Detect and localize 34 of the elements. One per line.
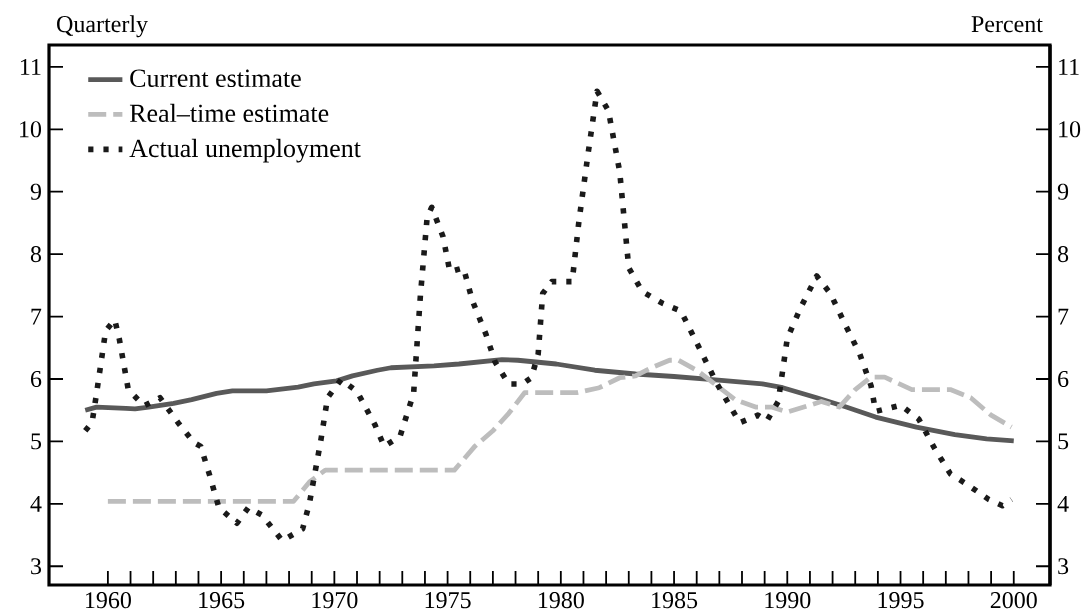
y2-tick-label: 3 (1058, 558, 1069, 575)
y-tick-label: 10 (20, 121, 42, 138)
x-tick-label: 1980 (538, 592, 584, 609)
line-series (105, 357, 1014, 504)
y-tick-label: 5 (31, 433, 42, 450)
y2-tick-label: 9 (1057, 183, 1069, 200)
y2-tick-label: 10 (1059, 121, 1081, 138)
legend-label: Real–time estimate (129, 103, 329, 123)
x-tick-label: 1975 (425, 592, 471, 609)
y2-tick-label: 6 (1058, 370, 1069, 388)
y2-axis-title: Percent (971, 16, 1043, 33)
y-tick-label: 7 (31, 308, 42, 325)
x-tick-label: 1970 (312, 592, 358, 609)
x-tick-label: 1960 (85, 592, 131, 609)
x-tick-label: 1985 (652, 592, 698, 609)
y2-tick-label: 5 (1058, 433, 1069, 450)
x-tick-label: 2000 (990, 592, 1037, 609)
y2-tick-label: 4 (1057, 495, 1069, 512)
y-tick-label: 4 (30, 495, 42, 512)
x-tick-label: 1990 (765, 592, 811, 609)
y2-tick-label: 11 (1059, 58, 1079, 75)
y-tick-label: 11 (20, 58, 41, 75)
legend-label: Actual unemployment (129, 138, 361, 163)
x-tick-label: 1965 (199, 592, 245, 609)
line-series (82, 357, 1017, 444)
legend-label: Current estimate (130, 69, 301, 88)
y-tick-label: 6 (30, 370, 42, 388)
x-tick-label: 1995 (878, 592, 924, 609)
y2-tick-label: 8 (1057, 246, 1069, 263)
y-tick-label: 3 (31, 558, 42, 575)
y-tick-label: 8 (30, 246, 42, 263)
y2-tick-label: 7 (1058, 308, 1069, 325)
text: Quarterly (57, 15, 148, 38)
y-tick-label: 9 (30, 183, 41, 200)
